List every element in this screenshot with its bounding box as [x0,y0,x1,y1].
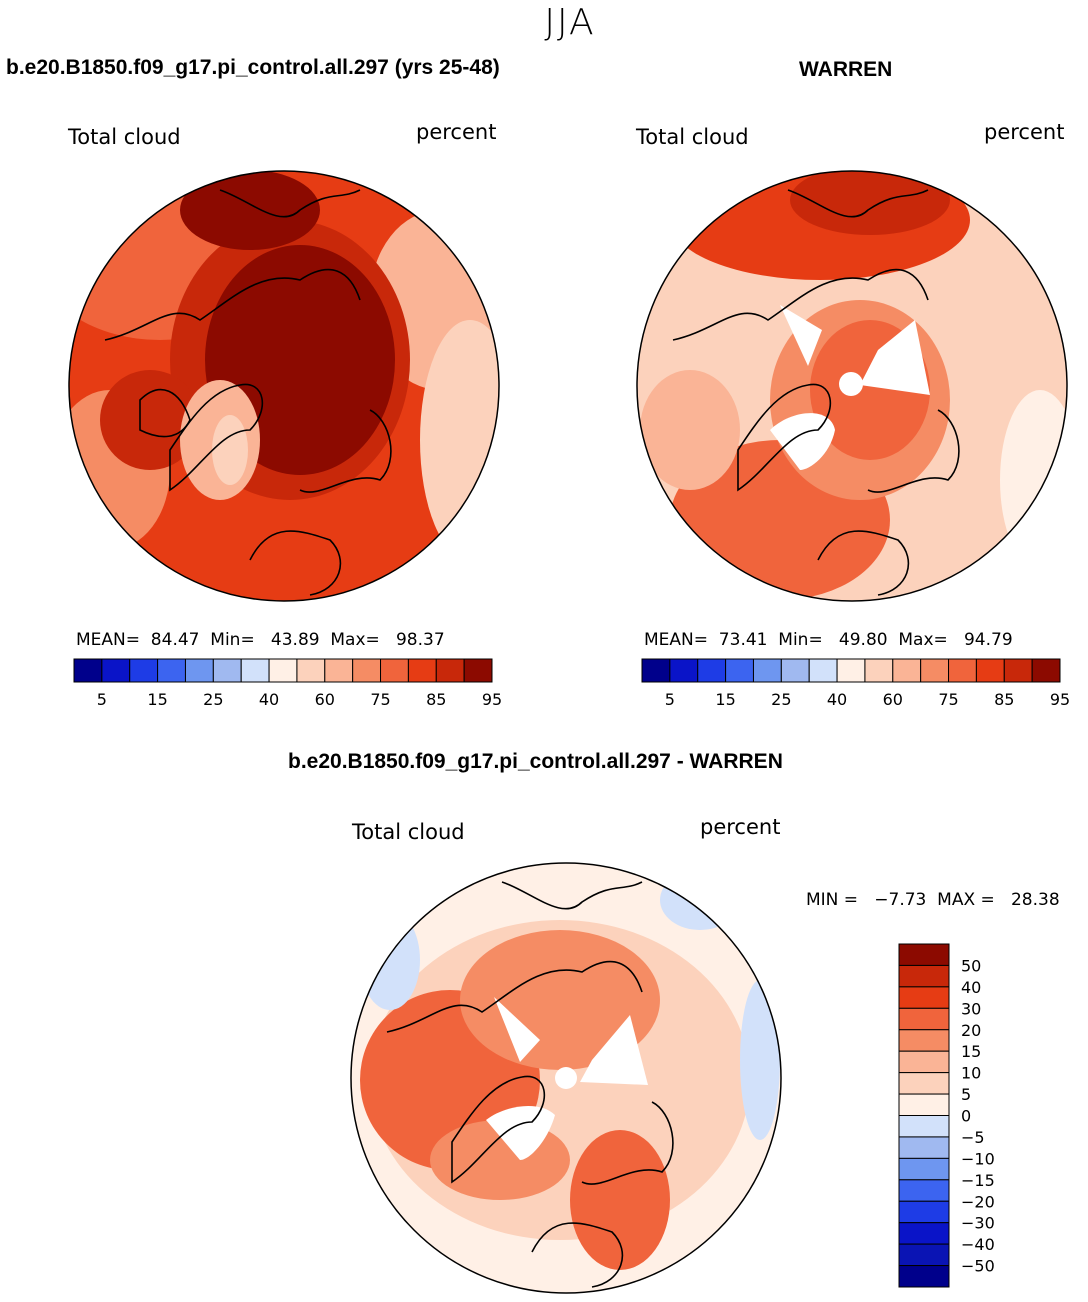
panel3-colorbar-box [898,964,950,988]
panel1-colorbar-tick-label: 75 [370,690,390,709]
panel2-title: WARREN [799,58,893,81]
panel3-colorbar-tick-label: 20 [961,1021,981,1040]
panel3-colorbar-box [898,943,950,966]
panel3-colorbar-box [898,1050,950,1074]
panel1-colorbar-tick-label: 5 [97,690,107,709]
panel1-stats: MEAN= 84.47 Min= 43.89 Max= 98.37 [76,630,445,650]
panel3-colorbar-box [898,1093,950,1116]
panel3-colorbar-tick-label: 5 [961,1085,971,1104]
panel3-colorbar-box [898,1179,950,1202]
panel3-field [351,863,781,1293]
panel2-colorbar-box [1031,658,1061,683]
panel3-coastlines [386,881,674,1288]
panel3-colorbar-box [898,1007,950,1031]
panel3-colorbar-tick-label: −10 [961,1149,995,1168]
panel3-colorbar-tick-label: −20 [961,1192,995,1211]
panel3-colorbar-box [898,1115,950,1138]
panel3-title: b.e20.B1850.f09_g17.pi_control.all.297 -… [288,750,783,773]
panel3-colorbar-tick-label: 30 [961,999,981,1018]
panel3-units-label: percent [700,815,781,839]
panel3-colorbar-box [898,1265,950,1288]
panel3-colorbar-tick-label: −5 [961,1128,985,1147]
panel3-colorbar-box [898,1200,950,1224]
panel2-colorbar-tick-label: 5 [665,690,675,709]
season-title: JJA [544,2,596,43]
panel1-coastlines [104,189,392,596]
panel1-colorbar-tick-label: 85 [426,690,446,709]
panel2-field [637,171,1067,601]
panel2-colorbar-tick-label: 95 [1050,690,1070,709]
panel2-colorbar-tick-label: 85 [994,690,1014,709]
panel2-colorbar-tick-label: 40 [827,690,847,709]
panel2-colorbar-tick-label: 25 [771,690,791,709]
panel1-field [69,171,499,601]
panel3-colorbar-box [898,1029,950,1052]
panel1-colorbar-tick-label: 15 [147,690,167,709]
panel2-stats: MEAN= 73.41 Min= 49.80 Max= 94.79 [644,630,1013,650]
panel1-colorbar-tick-label: 95 [482,690,502,709]
panel3-colorbar-tick-label: −15 [961,1171,995,1190]
panel1-colorbar-tick-label: 60 [315,690,335,709]
panel3-colorbar-tick-label: −50 [961,1257,995,1276]
panel2-coastlines [672,189,960,596]
panel3-colorbar-box [898,1072,950,1095]
panel3-colorbar-tick-label: 40 [961,978,981,997]
panel1-colorbar-tick-label: 40 [259,690,279,709]
panel3-colorbar-box [898,1222,950,1245]
panel3-colorbar-tick-label: 50 [961,956,981,975]
panel3-stats: MIN = −7.73 MAX = 28.38 [806,890,1060,910]
panel3-colorbar-box [898,1157,950,1181]
panel3-colorbar-box [898,1136,950,1159]
panel3-colorbar-tick-label: 15 [961,1042,981,1061]
panel2-colorbar-tick-label: 15 [715,690,735,709]
panel1-units-label: percent [416,120,497,144]
panel1-title: b.e20.B1850.f09_g17.pi_control.all.297 (… [6,56,500,79]
panel3-colorbar-tick-label: 10 [961,1064,981,1083]
panel2-units-label: percent [984,120,1065,144]
panel3-colorbar-tick-label: −30 [961,1214,995,1233]
panel2-colorbar-tick-label: 75 [938,690,958,709]
panel3-colorbar-tick-label: 0 [961,1107,971,1126]
panel3-colorbar-box [898,986,950,1009]
panel1-variable-label: Total cloud [68,125,181,149]
panel2-variable-label: Total cloud [636,125,749,149]
panel1-colorbar-tick-label: 25 [203,690,223,709]
panel2-colorbar-tick-label: 60 [883,690,903,709]
panel1-colorbar-box [463,658,493,683]
panel3-colorbar-tick-label: −40 [961,1235,995,1254]
panel3-colorbar-box [898,1243,950,1267]
panel3-variable-label: Total cloud [352,820,465,844]
